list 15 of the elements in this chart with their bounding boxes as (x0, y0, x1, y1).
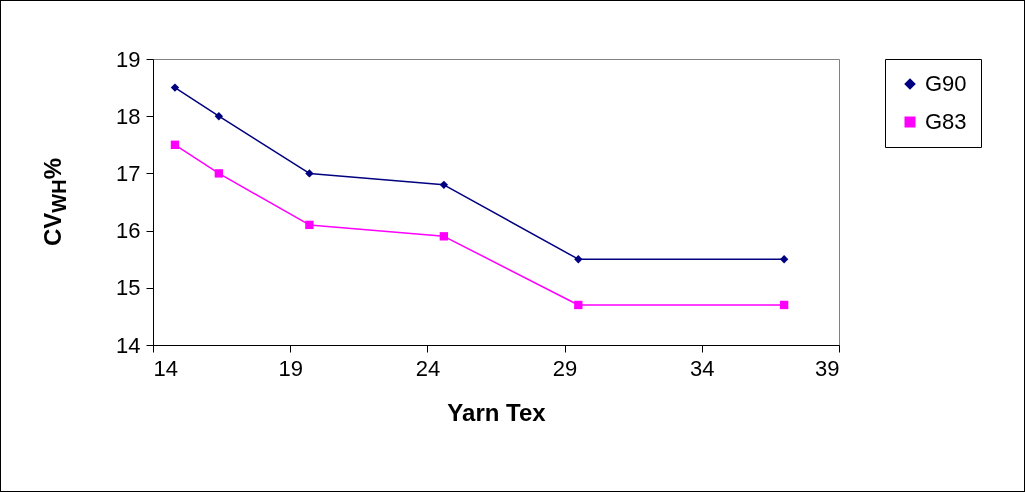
x-axis-title: Yarn Tex (447, 398, 547, 426)
x-tick-label: 29 (552, 355, 578, 381)
x-tick-label: 39 (815, 355, 840, 381)
y-tick-label: 15 (116, 275, 141, 301)
legend-label: G90 (925, 71, 967, 96)
y-tick-label: 16 (116, 218, 141, 244)
y-tick-label: 19 (116, 46, 141, 72)
y-tick-label: 17 (116, 160, 141, 186)
x-tick-label: 34 (690, 355, 715, 381)
x-tick-label: 24 (415, 355, 441, 381)
legend-label: G83 (925, 109, 967, 134)
y-tick-label: 14 (116, 332, 141, 358)
x-tick-label: 14 (153, 355, 178, 381)
x-tick-label: 19 (278, 355, 303, 381)
y-tick-label: 18 (116, 103, 141, 129)
